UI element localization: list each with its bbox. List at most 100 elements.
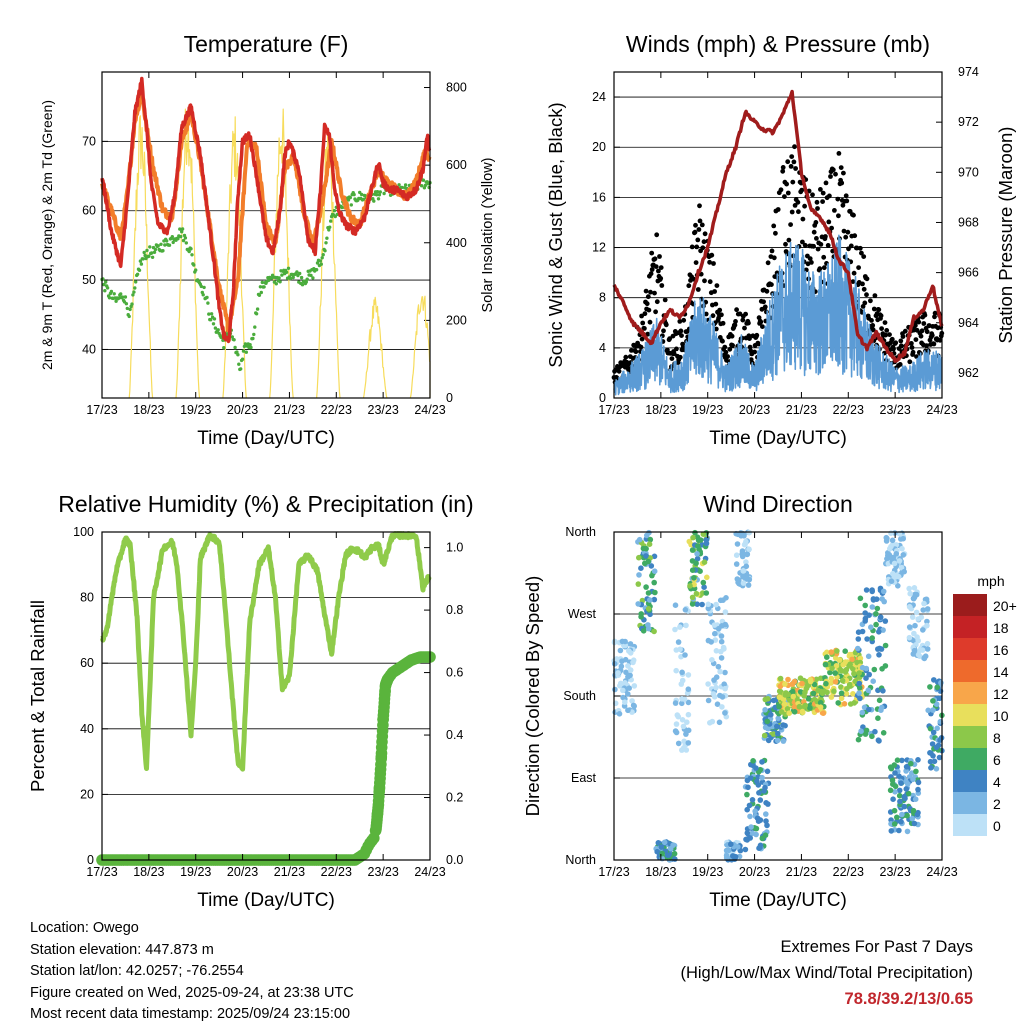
gust-point xyxy=(891,346,896,352)
wind-direction-point xyxy=(911,630,917,637)
wind-direction-point xyxy=(909,815,916,822)
gust-point xyxy=(734,307,739,313)
humidity-x-tick-label: 21/23 xyxy=(274,865,305,879)
temperature-y2-tick-label: 600 xyxy=(446,158,467,172)
gust-point xyxy=(802,242,808,248)
winds-y2-tick-label: 968 xyxy=(958,215,979,229)
wind-direction-point xyxy=(710,691,717,697)
wind-direction-point xyxy=(902,795,908,802)
humidity-title: Relative Humidity (%) & Precipitation (i… xyxy=(58,491,473,517)
wind-direction-point xyxy=(805,696,812,702)
gust-point xyxy=(701,239,707,245)
wind-direction-point xyxy=(930,753,936,759)
wind-direction-point xyxy=(869,635,875,641)
humidity-y-tick-label: 60 xyxy=(80,656,94,670)
gust-point xyxy=(723,349,729,355)
humidity-y-tick-label: 100 xyxy=(73,525,94,539)
gust-point xyxy=(695,237,701,243)
dewpoint-point xyxy=(148,245,152,249)
speed-legend-label: 4 xyxy=(993,774,1001,790)
gust-point xyxy=(696,227,702,232)
dewpoint-point xyxy=(403,183,408,187)
wind-direction-point xyxy=(695,543,701,549)
gust-point xyxy=(717,307,723,313)
wind-direction-point xyxy=(622,642,629,649)
wind-direction-point xyxy=(866,671,872,678)
dewpoint-point xyxy=(141,257,145,261)
wind-direction-point xyxy=(625,663,631,669)
gust-point xyxy=(856,265,861,270)
wind-direction-point xyxy=(915,786,921,793)
direction-y-axis-label: Direction (Colored By Speed) xyxy=(522,576,543,817)
wind-direction-point xyxy=(651,553,658,560)
wind-direction-point xyxy=(651,568,658,574)
wind-direction-point xyxy=(717,668,723,675)
dewpoint-point xyxy=(137,268,142,272)
wind-direction-point xyxy=(705,605,712,612)
wind-direction-point xyxy=(889,537,896,544)
wind-direction-point xyxy=(611,661,618,667)
gust-point xyxy=(898,343,904,349)
wind-direction-point xyxy=(905,790,912,797)
wind-direction-point xyxy=(622,699,628,705)
temperature-title: Temperature (F) xyxy=(184,31,349,57)
gust-point xyxy=(702,278,707,284)
solar-insolation-curve-3 xyxy=(222,116,247,399)
gust-point xyxy=(907,359,913,365)
wind-direction-point xyxy=(938,680,944,686)
gust-point xyxy=(709,252,715,258)
gust-point xyxy=(792,203,798,208)
wind-direction-point xyxy=(683,731,689,737)
dewpoint-point xyxy=(377,193,382,197)
wind-direction-point xyxy=(711,677,717,683)
gust-point xyxy=(771,223,777,229)
gust-point xyxy=(839,180,845,186)
wind-direction-point xyxy=(726,847,732,854)
dewpoint-point xyxy=(135,272,140,276)
dewpoint-point xyxy=(189,247,193,251)
speed-legend-swatch xyxy=(953,704,987,726)
wind-direction-point xyxy=(743,563,750,570)
gust-point xyxy=(775,207,781,212)
wind-direction-point xyxy=(906,634,913,641)
wind-direction-point xyxy=(763,811,769,817)
dewpoint-point xyxy=(240,357,245,361)
gust-point xyxy=(649,250,655,256)
speed-legend-label: 16 xyxy=(993,642,1009,658)
winds-x-tick-label: 18/23 xyxy=(645,403,676,417)
wind-direction-point xyxy=(924,640,931,647)
station-info: Location: Owego Station elevation: 447.8… xyxy=(30,918,354,1026)
wind-direction-point xyxy=(856,670,862,676)
gust-point xyxy=(662,297,668,303)
dewpoint-point xyxy=(187,249,191,254)
wind-direction-point xyxy=(679,700,685,707)
wind-direction-point xyxy=(681,738,687,745)
dewpoint-point xyxy=(319,262,323,266)
temperature-y-tick-label: 70 xyxy=(82,134,96,148)
dewpoint-point xyxy=(150,255,155,259)
wind-direction-point xyxy=(933,744,940,751)
wind-direction-point xyxy=(906,603,913,610)
gust-point xyxy=(843,234,849,240)
wind-direction-point xyxy=(622,680,628,686)
gust-point xyxy=(884,328,890,333)
wind-direction-point xyxy=(722,710,728,716)
wind-direction-point xyxy=(780,722,786,728)
dewpoint-point xyxy=(232,338,236,342)
wind-direction-point xyxy=(691,575,697,581)
humidity-x-axis-label: Time (Day/UTC) xyxy=(197,890,335,911)
winds-x-axis-label: Time (Day/UTC) xyxy=(709,428,847,449)
dewpoint-point xyxy=(300,283,305,287)
winds-y2-tick-label: 966 xyxy=(958,266,979,280)
wind-direction-point xyxy=(820,710,827,716)
wind-direction-point xyxy=(626,685,632,691)
gust-point xyxy=(784,181,789,187)
gust-point xyxy=(646,307,652,313)
wind-direction-point xyxy=(716,719,723,726)
dewpoint-point xyxy=(147,254,151,258)
wind-direction-point xyxy=(802,689,808,696)
wind-direction-point xyxy=(875,646,881,652)
wind-direction-point xyxy=(894,757,901,763)
wind-direction-point xyxy=(694,555,701,562)
gust-point xyxy=(760,324,765,329)
